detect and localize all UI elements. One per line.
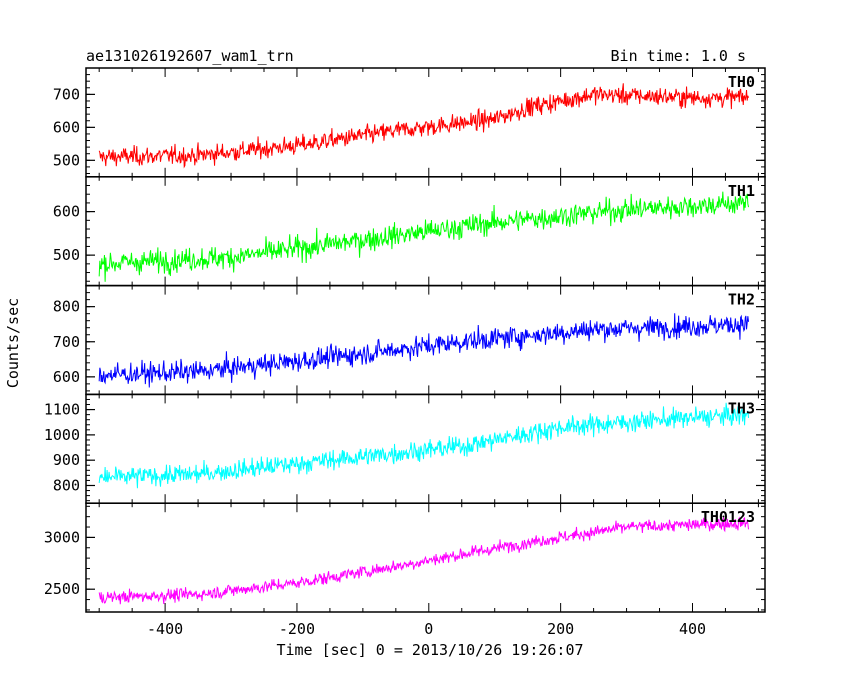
y-tick-label: 2500 <box>44 580 80 598</box>
panel-label-th0123: TH0123 <box>701 508 755 526</box>
x-tick-label: 0 <box>424 620 433 638</box>
y-tick-label: 600 <box>53 203 80 221</box>
y-tick-label: 500 <box>53 246 80 264</box>
y-tick-label: 700 <box>53 85 80 103</box>
y-tick-label: 700 <box>53 333 80 351</box>
y-tick-label: 500 <box>53 151 80 169</box>
panel-label-th2: TH2 <box>728 291 755 309</box>
y-tick-label: 3000 <box>44 528 80 546</box>
series-line-th0123 <box>98 516 750 605</box>
y-tick-label: 600 <box>53 368 80 386</box>
panels-group: 500 600 700 TH0 500 600 TH1 600 700 800 TH2 800 900 1… <box>44 67 766 638</box>
panel-frame-th0123 <box>85 502 766 613</box>
y-tick-label: 900 <box>53 451 80 469</box>
panel-label-th1: TH1 <box>728 182 755 200</box>
y-tick-label: 600 <box>53 118 80 136</box>
y-tick-label: 800 <box>53 298 80 316</box>
y-tick-label: 1000 <box>44 426 80 444</box>
bin-time-label: Bin time: 1.0 s <box>611 47 746 65</box>
plot-title: ae131026192607_wam1_trn <box>86 47 294 65</box>
panel-label-th0: TH0 <box>728 73 755 91</box>
y-tick-label: 800 <box>53 476 80 494</box>
series-line-th1 <box>98 191 750 282</box>
x-tick-label: 200 <box>547 620 574 638</box>
y-tick-label: 1100 <box>44 401 80 419</box>
x-tick-label: -400 <box>147 620 183 638</box>
panel-label-th3: TH3 <box>728 399 755 417</box>
x-tick-label: -200 <box>279 620 315 638</box>
series-line-th3 <box>98 402 750 489</box>
y-axis-label: Counts/sec <box>4 298 22 388</box>
x-axis-label: Time [sec] 0 = 2013/10/26 19:26:07 <box>276 641 583 659</box>
x-tick-label: 400 <box>679 620 706 638</box>
series-line-th2 <box>98 313 750 388</box>
series-line-th0 <box>98 83 749 169</box>
